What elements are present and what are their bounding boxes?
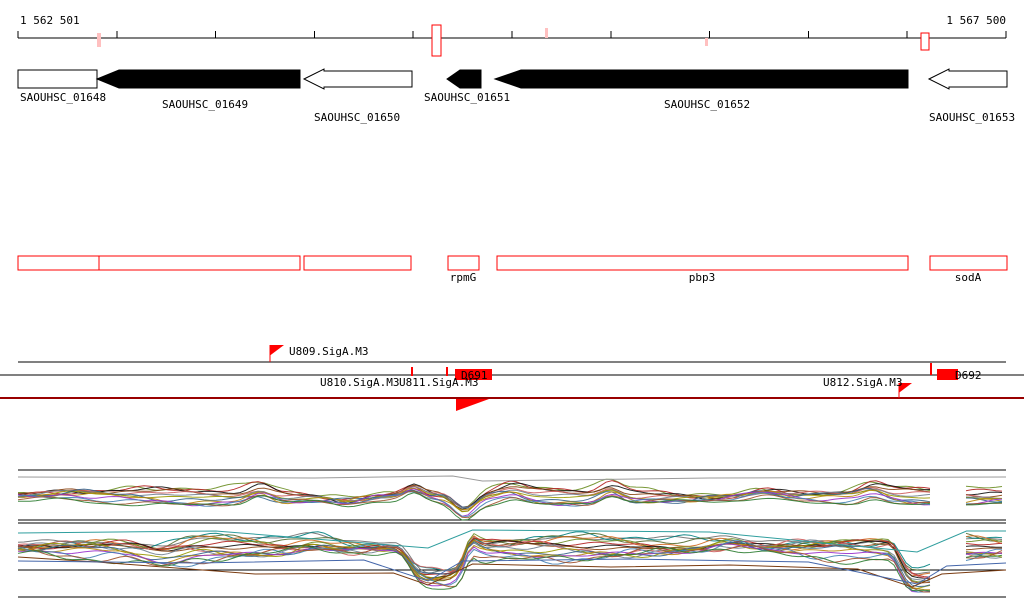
coverage-trace [965,488,1003,492]
flag-icon[interactable] [270,345,284,356]
cds-box[interactable] [303,255,412,271]
ruler-feature-box[interactable] [431,24,442,57]
signal-label-U810.SigA.M3: U810.SigA.M3 [320,376,399,389]
coverage-trace [965,548,1003,561]
ruler-start-coordinate: 1 562 501 [20,14,80,27]
coverage-trace-extra [17,475,1007,482]
signal-label-D691: D691 [461,369,488,382]
cds-box-sodA[interactable] [929,255,1008,271]
coverage-trace [965,485,1003,489]
gene-SAOUHSC_01651[interactable] [446,69,482,89]
gene-label: SAOUHSC_01650 [314,111,400,124]
coverage-trace [17,543,931,591]
coverage-trace-extra [17,529,1006,553]
cds-label: sodA [955,271,982,284]
signal-feature-box[interactable] [455,369,492,380]
coverage-trace [17,545,931,592]
gene-SAOUHSC_01648[interactable] [17,69,98,89]
coverage-trace [17,487,931,508]
coverage-trace [965,535,1003,544]
signal-label-D692: D692 [955,369,982,382]
coverage-trace [17,488,931,517]
gene-SAOUHSC_01650[interactable] [302,68,413,90]
cds-box[interactable] [17,255,100,271]
cds-label: pbp3 [689,271,716,284]
coverage-trace [965,498,1003,503]
coverage-trace [966,491,1003,496]
cds-box-rpmG[interactable] [447,255,480,271]
gene-label: SAOUHSC_01652 [664,98,750,111]
coverage-trace [965,542,1003,546]
flag-icon[interactable] [899,383,912,393]
coverage-trace [17,544,930,593]
coverage-trace [17,541,931,588]
signal-label-U809.SigA.M3: U809.SigA.M3 [289,345,368,358]
coverage-trace [965,536,1003,540]
ruler-feature-mark[interactable] [545,28,548,38]
cds-box-pbp3[interactable] [496,255,909,271]
signal-wedge[interactable] [456,399,489,411]
gene-label: SAOUHSC_01649 [162,98,248,111]
gene-SAOUHSC_01649[interactable] [95,69,301,89]
gene-label: SAOUHSC_01653 [929,111,1015,124]
coverage-trace [965,539,1003,543]
coverage-trace [965,545,1002,548]
coverage-trace [17,492,931,521]
coverage-trace-extra [17,558,1007,585]
gene-label: SAOUHSC_01648 [20,91,106,104]
coverage-trace [17,537,931,578]
cds-box[interactable] [98,255,301,271]
gene-label: SAOUHSC_01651 [424,91,510,104]
coverage-trace [965,547,1003,551]
signal-label-U811.SigA.M3: U811.SigA.M3 [399,376,478,389]
coverage-trace [17,540,931,593]
signal-label-U812.SigA.M3: U812.SigA.M3 [823,376,902,389]
ruler-feature-box[interactable] [920,32,930,51]
ruler-feature-mark[interactable] [97,33,101,47]
coverage-trace [965,550,1003,559]
coverage-trace [17,482,931,510]
gene-SAOUHSC_01652[interactable] [493,69,909,89]
ruler-end-coordinate: 1 567 500 [946,14,1006,27]
signal-feature-box[interactable] [937,369,958,380]
coverage-trace-extra [17,556,1007,588]
ruler-feature-mark[interactable] [705,38,708,46]
coverage-trace [965,554,1003,558]
gene-SAOUHSC_01653[interactable] [927,68,1008,90]
coverage-trace [966,502,1003,506]
cds-label: rpmG [450,271,477,284]
